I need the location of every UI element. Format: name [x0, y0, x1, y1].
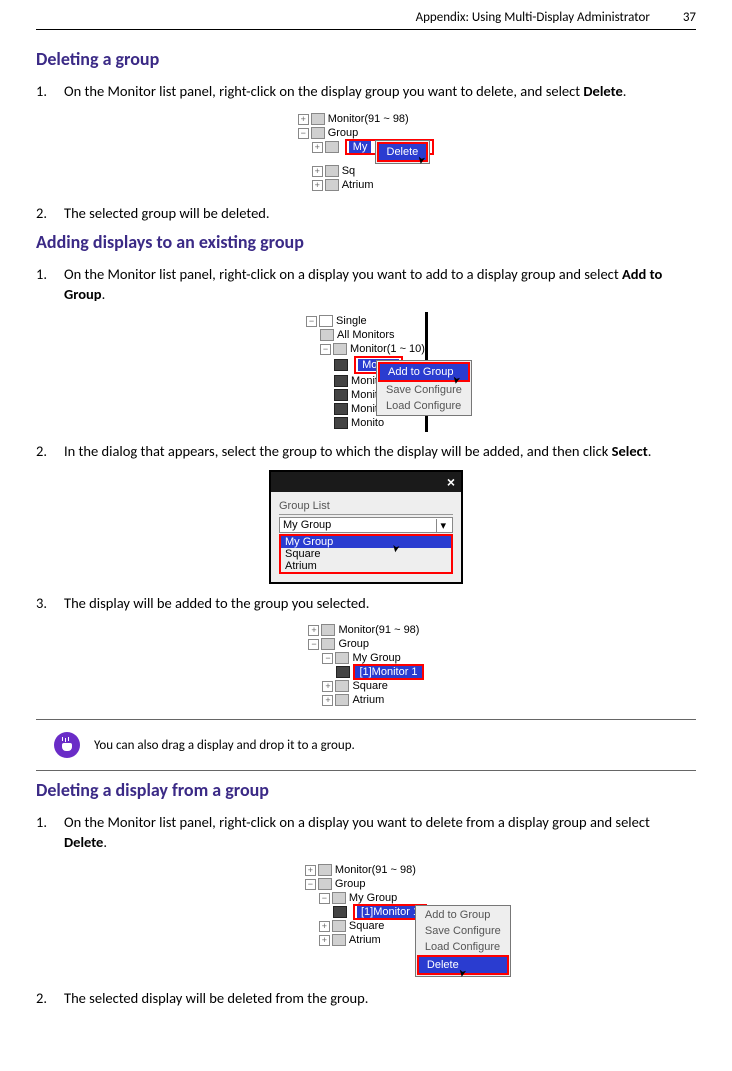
folder-icon: [332, 892, 346, 904]
collapse-icon: −: [322, 653, 333, 664]
folder-icon: [321, 638, 335, 650]
selected-group: My: [349, 141, 372, 153]
monitor-icon: [336, 666, 350, 678]
folder-icon: [332, 920, 346, 932]
option-atrium[interactable]: Atrium: [281, 560, 451, 572]
folder-icon: [320, 329, 334, 341]
collapse-icon: −: [319, 893, 330, 904]
monitor-icon: [334, 375, 348, 387]
fig-add-to-group: −Single All Monitors −Monitor(1 ~ 10) Mo…: [36, 312, 696, 432]
folder-icon: [325, 141, 339, 153]
s1-step1: 1.On the Monitor list panel, right-click…: [64, 82, 696, 102]
fig-added-result: +Monitor(91 ~ 98) −Group −My Group [1]Mo…: [36, 621, 696, 709]
collapse-icon: −: [305, 879, 316, 890]
dropdown-options: My Group Square Atrium: [279, 534, 453, 574]
close-icon[interactable]: ×: [447, 474, 455, 490]
header-title: Appendix: Using Multi-Display Administra…: [416, 10, 650, 25]
folder-icon: [325, 179, 339, 191]
monitor-icon: [334, 417, 348, 429]
chevron-down-icon: ▾: [436, 519, 449, 532]
s3-step2: 2.The selected display will be deleted f…: [64, 989, 696, 1009]
expand-icon: +: [322, 695, 333, 706]
folder-icon: [333, 343, 347, 355]
menu-load-configure[interactable]: Load Configure: [378, 398, 470, 414]
folder-icon: [335, 694, 349, 706]
expand-icon: +: [312, 142, 323, 153]
option-square[interactable]: Square: [281, 548, 451, 560]
monitor-icon: [334, 359, 348, 371]
heading-delete-display: Deleting a display from a group: [36, 779, 696, 801]
monitor-icon: [333, 906, 347, 918]
menu-delete[interactable]: Delete: [417, 955, 509, 975]
s2-step1: 1.On the Monitor list panel, right-click…: [64, 265, 696, 304]
added-monitor: [1]Monitor 1: [353, 664, 423, 680]
heading-add-display: Adding displays to an existing group: [36, 231, 696, 253]
expand-icon: +: [312, 180, 323, 191]
folder-icon: [311, 113, 325, 125]
collapse-icon: −: [306, 316, 317, 327]
dialog: × Group List My Group ▾ My Group Square …: [269, 470, 463, 584]
selected-monitor: [1]Monitor 1: [357, 906, 423, 918]
s3-step1: 1.On the Monitor list panel, right-click…: [64, 813, 696, 852]
page-number: 37: [683, 10, 696, 25]
s2-step2: 2.In the dialog that appears, select the…: [64, 442, 696, 462]
fig-group-list-dialog: × Group List My Group ▾ My Group Square …: [36, 470, 696, 584]
menu-save-configure[interactable]: Save Configure: [378, 382, 470, 398]
group-dropdown[interactable]: My Group ▾: [279, 517, 453, 533]
collapse-icon: −: [308, 639, 319, 650]
folder-icon: [332, 934, 346, 946]
fig-delete-group: +Monitor(91 ~ 98) −Group + My Delete +Sq…: [36, 110, 696, 194]
collapse-icon: −: [298, 128, 309, 139]
divider: [36, 719, 696, 720]
menu-add-to-group[interactable]: Add to Group: [378, 362, 470, 382]
menu-delete[interactable]: Delete: [377, 142, 429, 162]
context-menu: Add to Group Save Configure Load Configu…: [415, 905, 511, 977]
folder-icon: [311, 127, 325, 139]
s1-step2: 2.The selected group will be deleted.: [64, 204, 696, 224]
monitor-icon: [319, 315, 333, 327]
menu-load-configure[interactable]: Load Configure: [417, 939, 509, 955]
page-header: Appendix: Using Multi-Display Administra…: [36, 10, 696, 30]
tip-text: You can also drag a display and drop it …: [94, 738, 355, 753]
expand-icon: +: [308, 625, 319, 636]
monitor-icon: [334, 389, 348, 401]
menu-save-configure[interactable]: Save Configure: [417, 923, 509, 939]
heading-delete-group: Deleting a group: [36, 48, 696, 70]
folder-icon: [325, 165, 339, 177]
folder-icon: [321, 624, 335, 636]
menu-add-to-group[interactable]: Add to Group: [417, 907, 509, 923]
expand-icon: +: [312, 166, 323, 177]
group-list-label: Group List: [279, 500, 453, 515]
divider: [36, 770, 696, 771]
folder-icon: [318, 878, 332, 890]
context-menu: Delete: [375, 140, 431, 164]
s2-step3: 3.The display will be added to the group…: [64, 594, 696, 614]
collapse-icon: −: [320, 344, 331, 355]
expand-icon: +: [305, 865, 316, 876]
expand-icon: +: [319, 921, 330, 932]
expand-icon: +: [298, 114, 309, 125]
folder-icon: [335, 680, 349, 692]
fig-delete-display: +Monitor(91 ~ 98) −Group −My Group [1]Mo…: [36, 861, 696, 979]
context-menu: Add to Group Save Configure Load Configu…: [376, 360, 472, 416]
lightbulb-icon: [54, 732, 80, 758]
tip-row: You can also drag a display and drop it …: [36, 728, 696, 762]
folder-icon: [335, 652, 349, 664]
folder-icon: [318, 864, 332, 876]
option-my-group[interactable]: My Group: [281, 536, 451, 548]
expand-icon: +: [319, 935, 330, 946]
expand-icon: +: [322, 681, 333, 692]
monitor-icon: [334, 403, 348, 415]
